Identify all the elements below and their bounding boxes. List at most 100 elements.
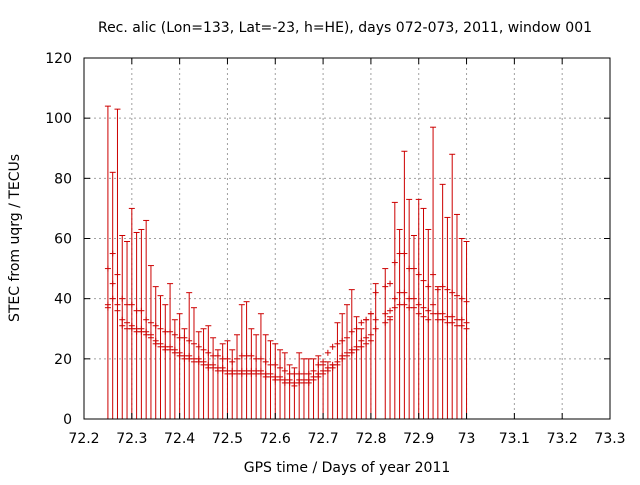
data-point — [143, 316, 150, 323]
data-point — [152, 340, 159, 347]
axis-ticks — [83, 57, 611, 420]
y-tick-labels: 0 20 40 60 80 100 120 — [45, 51, 72, 428]
data-point — [305, 379, 312, 386]
data-point — [200, 361, 207, 368]
data-point — [358, 337, 365, 344]
data-point — [339, 337, 346, 344]
y-tick-label: 0 — [63, 412, 72, 428]
x-tick-label: 73.1 — [499, 431, 530, 447]
data-point — [363, 340, 370, 347]
data-point — [138, 307, 145, 314]
data-point — [219, 367, 226, 374]
data-point — [291, 382, 298, 389]
data-point — [425, 307, 432, 314]
data-point — [391, 304, 398, 311]
data-point — [315, 361, 322, 368]
data-point — [439, 316, 446, 323]
data-point — [195, 343, 202, 350]
data-point — [128, 325, 135, 332]
data-point — [420, 277, 427, 284]
x-tick-labels: 72.2 72.3 72.4 72.5 72.6 72.7 72.8 72.9 73 73.1 73… — [68, 431, 625, 447]
data-point — [119, 295, 126, 302]
data-point — [147, 319, 154, 326]
data-point — [138, 328, 145, 335]
data-point — [430, 301, 437, 308]
data-point — [415, 271, 422, 278]
data-point — [367, 310, 374, 317]
data-point — [320, 370, 327, 377]
data-point — [458, 322, 465, 329]
y-tick-label: 40 — [54, 292, 72, 308]
data-point — [463, 325, 470, 332]
data-point — [200, 346, 207, 353]
y-tick-label: 80 — [54, 171, 72, 187]
data-point — [109, 250, 116, 257]
data-point — [358, 343, 365, 350]
data-point — [387, 307, 394, 314]
data-point — [387, 280, 394, 287]
data-point — [453, 292, 460, 299]
data-point — [410, 304, 417, 311]
data-point — [186, 337, 193, 344]
data-point — [119, 316, 126, 323]
data-point — [157, 343, 164, 350]
x-tick-label: 72.7 — [308, 431, 339, 447]
data-point — [229, 358, 236, 365]
data-point — [367, 337, 374, 344]
y-tick-label: 100 — [45, 111, 72, 127]
data-point — [109, 280, 116, 287]
data-point — [281, 367, 288, 374]
data-point — [363, 316, 370, 323]
data-point — [171, 349, 178, 356]
data-point — [401, 289, 408, 296]
error-bars — [104, 105, 470, 419]
chart-title: Rec. alic (Lon=133, Lat=-23, h=HE), days… — [98, 20, 592, 36]
data-point — [119, 322, 126, 329]
data-point — [167, 328, 174, 335]
data-point — [277, 364, 284, 371]
data-point — [272, 361, 279, 368]
data-point — [334, 340, 341, 347]
data-point — [344, 334, 350, 341]
x-tick-label: 72.8 — [355, 431, 386, 447]
data-point — [104, 265, 111, 272]
data-point — [267, 373, 274, 380]
data-point — [176, 352, 183, 359]
y-tick-label: 20 — [54, 352, 72, 368]
x-tick-label: 73 — [458, 431, 476, 447]
data-point — [363, 334, 370, 341]
data-point — [114, 307, 121, 314]
data-point — [234, 355, 241, 362]
data-point — [320, 358, 327, 365]
data-point — [401, 301, 408, 308]
x-tick-label: 72.6 — [260, 431, 291, 447]
data-point — [348, 328, 355, 335]
data-point — [372, 316, 379, 323]
data-point — [425, 283, 432, 290]
data-point — [186, 355, 193, 362]
x-tick-label: 72.3 — [116, 431, 147, 447]
data-point — [214, 352, 221, 359]
data-point — [391, 259, 398, 266]
data-point — [143, 331, 150, 338]
x-tick-label: 72.5 — [212, 431, 243, 447]
data-point — [410, 295, 417, 302]
grid — [84, 58, 610, 419]
x-tick-label: 73.2 — [547, 431, 578, 447]
data-point — [205, 349, 212, 356]
data-point — [372, 289, 379, 296]
data-point — [334, 361, 341, 368]
data-point — [124, 319, 131, 326]
data-point — [401, 250, 408, 257]
data-point — [372, 325, 379, 332]
data-point — [329, 343, 336, 350]
data-point — [434, 286, 441, 293]
data-point — [387, 316, 394, 323]
data-point — [449, 313, 456, 320]
data-point — [420, 313, 427, 320]
data-points — [104, 250, 470, 389]
data-point — [195, 358, 202, 365]
data-point — [262, 358, 269, 365]
data-point — [339, 355, 346, 362]
